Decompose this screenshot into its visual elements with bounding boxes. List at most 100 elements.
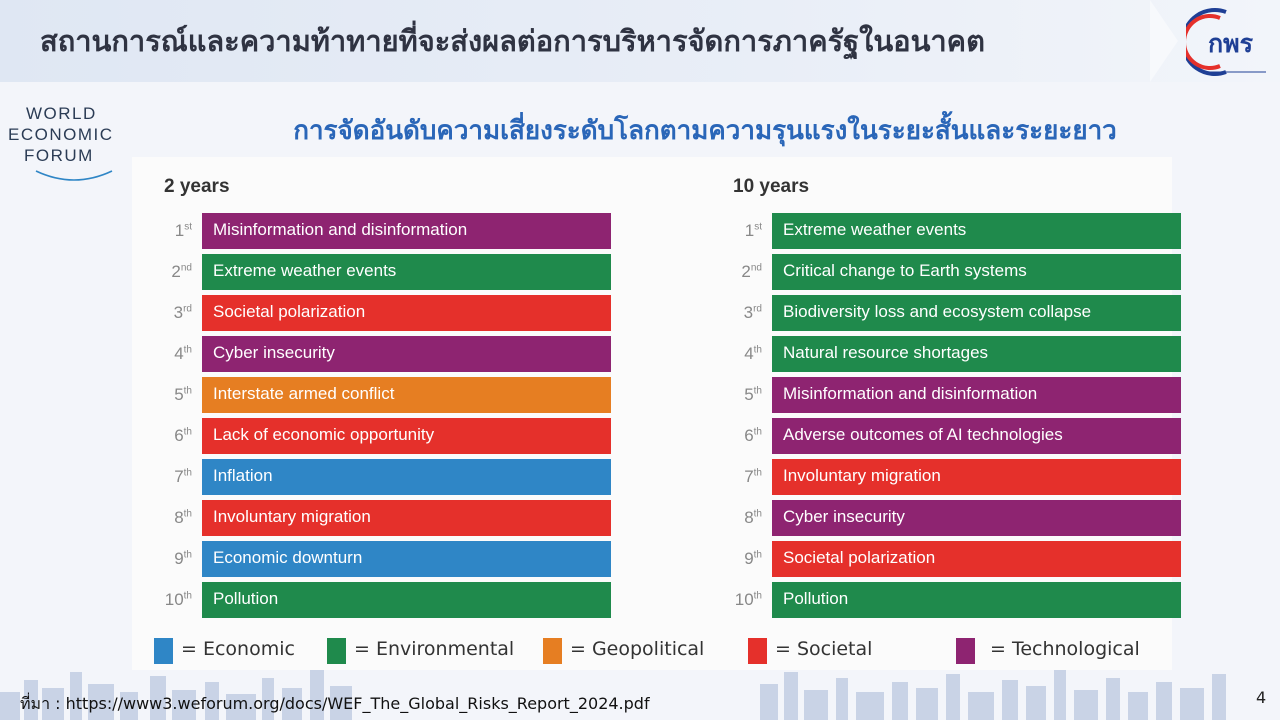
risk-label-bar: Lack of economic opportunity bbox=[202, 418, 611, 454]
rank-ordinal-suffix: th bbox=[753, 467, 762, 479]
legend-label: = Societal bbox=[775, 638, 873, 660]
wef-logo-line-3: FORUM bbox=[24, 146, 94, 165]
rank-number: 8th bbox=[134, 508, 192, 528]
rank-number-value: 5 bbox=[744, 385, 754, 404]
rank-number-value: 3 bbox=[173, 303, 184, 322]
rank-number: 1st bbox=[134, 221, 192, 241]
rank-number-value: 1 bbox=[174, 221, 185, 240]
risk-label-bar: Natural resource shortages bbox=[772, 336, 1181, 372]
rank-ordinal-suffix: th bbox=[183, 508, 192, 520]
wef-logo-arc bbox=[35, 170, 113, 181]
rank-number-value: 3 bbox=[743, 303, 754, 322]
risk-label-bar: Adverse outcomes of AI technologies bbox=[772, 418, 1181, 454]
risk-label-bar: Societal polarization bbox=[202, 295, 611, 331]
rank-number-value: 8 bbox=[174, 508, 184, 527]
wef-logo-line-2: ECONOMIC bbox=[8, 125, 114, 144]
slide-subtitle: การจัดอันดับความเสี่ยงระดับโลกตามความรุน… bbox=[293, 116, 1117, 146]
rank-ordinal-suffix: th bbox=[753, 508, 762, 520]
rank-number: 10th bbox=[134, 590, 192, 610]
column-title-10-years: 10 years bbox=[733, 176, 810, 197]
rank-number-value: 7 bbox=[744, 467, 754, 486]
column-title-2-years: 2 years bbox=[164, 176, 230, 197]
rank-number: 9th bbox=[134, 549, 192, 569]
risk-label-bar: Misinformation and disinformation bbox=[202, 213, 611, 249]
rank-ordinal-suffix: th bbox=[753, 590, 762, 602]
source-citation: ที่มา : https://www3.weforum.org/docs/WE… bbox=[20, 694, 650, 713]
rank-number-value: 6 bbox=[744, 426, 754, 445]
rank-number: 8th bbox=[704, 508, 762, 528]
header-band bbox=[0, 0, 1280, 82]
rank-number-value: 2 bbox=[171, 262, 181, 281]
rank-number-value: 10 bbox=[734, 590, 754, 609]
rank-number-value: 6 bbox=[174, 426, 184, 445]
risk-label-bar: Interstate armed conflict bbox=[202, 377, 611, 413]
rank-ordinal-suffix: nd bbox=[750, 262, 762, 274]
rank-number-value: 10 bbox=[164, 590, 184, 609]
rank-ordinal-suffix: th bbox=[183, 549, 192, 561]
risk-label-bar: Cyber insecurity bbox=[202, 336, 611, 372]
rank-ordinal-suffix: rd bbox=[183, 303, 192, 315]
rank-number: 6th bbox=[704, 426, 762, 446]
legend-swatch bbox=[327, 638, 346, 664]
rank-number: 7th bbox=[704, 467, 762, 487]
rank-number: 7th bbox=[134, 467, 192, 487]
risk-label-bar: Biodiversity loss and ecosystem collapse bbox=[772, 295, 1181, 331]
rank-number: 10th bbox=[704, 590, 762, 610]
rank-number: 3rd bbox=[704, 303, 762, 323]
wef-logo-line-1: WORLD bbox=[26, 104, 97, 123]
rank-number: 2nd bbox=[704, 262, 762, 282]
rank-number: 9th bbox=[704, 549, 762, 569]
legend-swatch bbox=[154, 638, 173, 664]
logo-text: กพร bbox=[1208, 29, 1254, 58]
risk-label-bar: Pollution bbox=[772, 582, 1181, 618]
rank-number: 4th bbox=[134, 344, 192, 364]
rank-number-value: 8 bbox=[744, 508, 754, 527]
rank-number: 6th bbox=[134, 426, 192, 446]
rank-number-value: 4 bbox=[744, 344, 754, 363]
rank-number: 1st bbox=[704, 221, 762, 241]
rank-number-value: 9 bbox=[744, 549, 754, 568]
risk-label-bar: Involuntary migration bbox=[772, 459, 1181, 495]
rank-ordinal-suffix: th bbox=[183, 590, 192, 602]
rank-ordinal-suffix: st bbox=[184, 221, 192, 233]
legend-label: = Geopolitical bbox=[570, 638, 705, 660]
rank-number: 5th bbox=[134, 385, 192, 405]
rank-number: 3rd bbox=[134, 303, 192, 323]
header-chevron-decoration bbox=[1150, 0, 1178, 82]
rank-number: 4th bbox=[704, 344, 762, 364]
page-number: 4 bbox=[1256, 688, 1267, 707]
legend-label: = Technological bbox=[990, 638, 1140, 660]
rank-number-value: 5 bbox=[174, 385, 184, 404]
city-skyline-decoration bbox=[0, 670, 1226, 720]
slide-title: สถานการณ์และความท้าทายที่จะส่งผลต่อการบร… bbox=[40, 24, 985, 58]
rank-ordinal-suffix: th bbox=[753, 426, 762, 438]
rank-ordinal-suffix: th bbox=[753, 344, 762, 356]
rank-number: 5th bbox=[704, 385, 762, 405]
risk-label-bar: Involuntary migration bbox=[202, 500, 611, 536]
risk-label-bar: Economic downturn bbox=[202, 541, 611, 577]
rank-ordinal-suffix: rd bbox=[753, 303, 762, 315]
wef-logo: WORLD ECONOMIC FORUM bbox=[8, 103, 134, 183]
legend-label: = Economic bbox=[181, 638, 295, 660]
rank-number-value: 1 bbox=[744, 221, 755, 240]
rank-ordinal-suffix: th bbox=[183, 344, 192, 356]
risk-label-bar: Societal polarization bbox=[772, 541, 1181, 577]
rank-ordinal-suffix: nd bbox=[180, 262, 192, 274]
legend-swatch bbox=[748, 638, 767, 664]
risk-label-bar: Pollution bbox=[202, 582, 611, 618]
rank-number-value: 4 bbox=[174, 344, 184, 363]
legend-label: = Environmental bbox=[354, 638, 515, 660]
rank-ordinal-suffix: th bbox=[183, 426, 192, 438]
risk-label-bar: Cyber insecurity bbox=[772, 500, 1181, 536]
opdc-logo: กพร bbox=[1186, 8, 1266, 76]
legend-swatch bbox=[956, 638, 975, 664]
rank-number-value: 2 bbox=[741, 262, 751, 281]
rank-number-value: 7 bbox=[174, 467, 184, 486]
risk-label-bar: Inflation bbox=[202, 459, 611, 495]
rank-ordinal-suffix: th bbox=[753, 385, 762, 397]
risk-label-bar: Extreme weather events bbox=[772, 213, 1181, 249]
rank-ordinal-suffix: th bbox=[183, 385, 192, 397]
risk-label-bar: Misinformation and disinformation bbox=[772, 377, 1181, 413]
legend-swatch bbox=[543, 638, 562, 664]
rank-ordinal-suffix: st bbox=[754, 221, 762, 233]
